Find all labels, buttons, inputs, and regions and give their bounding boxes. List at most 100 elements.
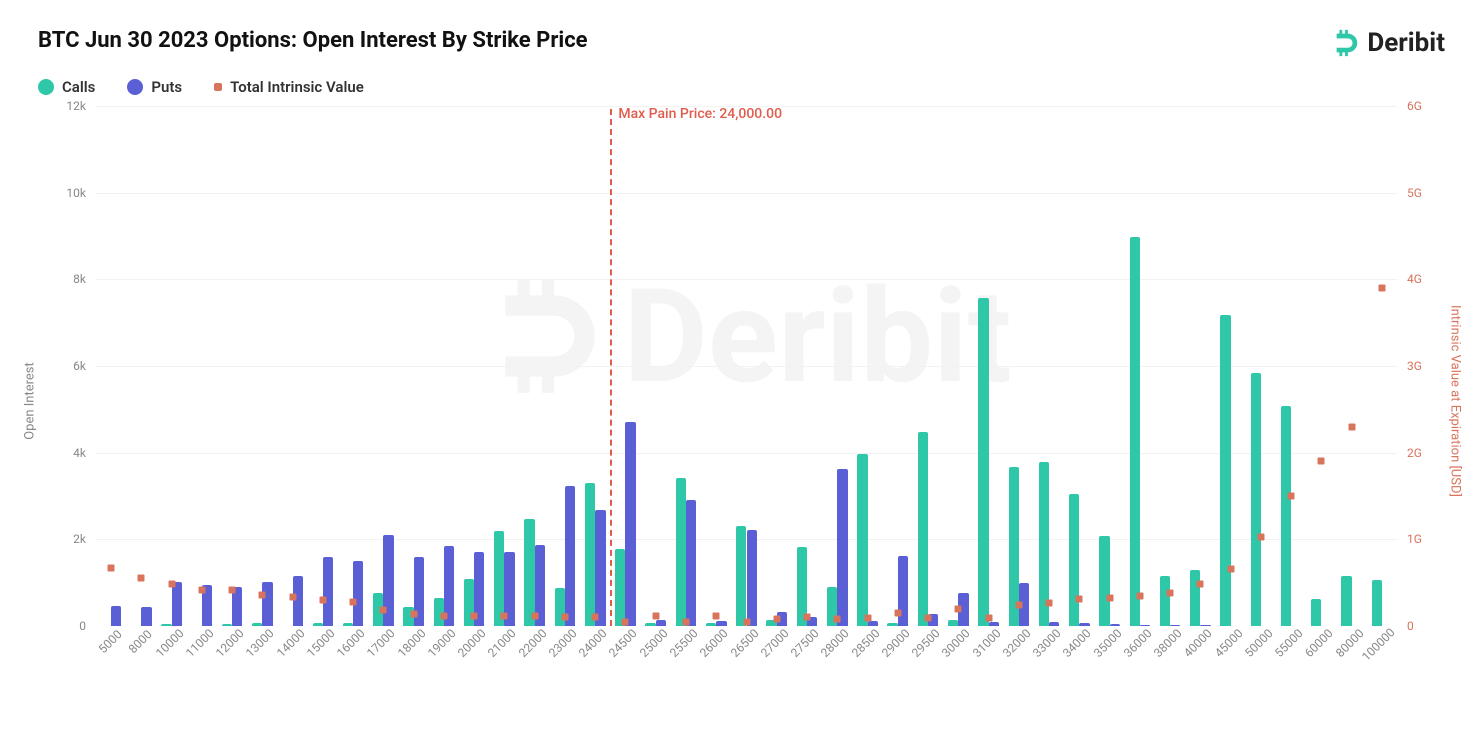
bar-calls[interactable]: [1220, 315, 1230, 626]
intrinsic-point[interactable]: [1257, 533, 1264, 540]
bar-puts[interactable]: [141, 607, 151, 626]
intrinsic-point[interactable]: [864, 615, 871, 622]
intrinsic-point[interactable]: [985, 615, 992, 622]
max-pain-label: Max Pain Price: 24,000.00: [618, 106, 782, 122]
bar-calls[interactable]: [736, 526, 746, 626]
bar-calls[interactable]: [252, 623, 262, 626]
intrinsic-point[interactable]: [773, 616, 780, 623]
intrinsic-point[interactable]: [108, 564, 115, 571]
bar-calls[interactable]: [1251, 373, 1261, 626]
x-tick-label: 60000: [1302, 626, 1336, 660]
bar-puts[interactable]: [747, 530, 757, 626]
bar-puts[interactable]: [1079, 623, 1089, 626]
x-tick-label: 36000: [1121, 626, 1155, 660]
bar-calls[interactable]: [978, 298, 988, 626]
bar-puts[interactable]: [262, 582, 272, 626]
plot-region[interactable]: Deribit 02k4k6k8k10k12k01G2G3G4G5G6G5000…: [96, 106, 1397, 626]
bar-calls[interactable]: [585, 483, 595, 626]
bar-calls[interactable]: [1341, 576, 1351, 626]
intrinsic-point[interactable]: [1378, 285, 1385, 292]
intrinsic-point[interactable]: [440, 612, 447, 619]
bar-puts[interactable]: [595, 510, 605, 626]
bar-calls[interactable]: [676, 478, 686, 626]
bar-calls[interactable]: [161, 624, 171, 626]
max-pain-line: [610, 109, 612, 626]
bar-calls[interactable]: [857, 454, 867, 626]
bar-calls[interactable]: [1130, 237, 1140, 626]
bar-calls[interactable]: [918, 432, 928, 626]
intrinsic-point[interactable]: [743, 618, 750, 625]
intrinsic-point[interactable]: [138, 575, 145, 582]
intrinsic-point[interactable]: [350, 598, 357, 605]
intrinsic-point[interactable]: [1318, 458, 1325, 465]
bar-puts[interactable]: [716, 621, 726, 626]
bar-calls[interactable]: [1281, 406, 1291, 626]
intrinsic-point[interactable]: [1106, 595, 1113, 602]
bar-puts[interactable]: [837, 469, 847, 626]
intrinsic-point[interactable]: [652, 612, 659, 619]
intrinsic-point[interactable]: [198, 586, 205, 593]
bar-calls[interactable]: [1160, 576, 1170, 626]
intrinsic-point[interactable]: [410, 610, 417, 617]
bar-puts[interactable]: [686, 500, 696, 626]
intrinsic-point[interactable]: [531, 613, 538, 620]
bar-calls[interactable]: [1190, 570, 1200, 626]
bar-calls[interactable]: [222, 624, 232, 626]
bar-calls[interactable]: [1372, 580, 1382, 626]
intrinsic-point[interactable]: [1136, 592, 1143, 599]
intrinsic-point[interactable]: [229, 586, 236, 593]
x-tick-label: 17000: [364, 626, 398, 660]
bar-calls[interactable]: [1311, 599, 1321, 626]
intrinsic-point[interactable]: [1348, 423, 1355, 430]
bar-calls[interactable]: [887, 623, 897, 626]
intrinsic-point[interactable]: [289, 593, 296, 600]
intrinsic-point[interactable]: [1288, 493, 1295, 500]
legend-item-calls[interactable]: Calls: [38, 78, 95, 96]
bar-puts[interactable]: [172, 582, 182, 626]
bar-puts[interactable]: [323, 557, 333, 626]
intrinsic-point[interactable]: [682, 618, 689, 625]
intrinsic-point[interactable]: [955, 605, 962, 612]
bar-calls[interactable]: [615, 549, 625, 626]
bar-calls[interactable]: [524, 519, 534, 626]
intrinsic-point[interactable]: [622, 618, 629, 625]
y-left-tick: 4k: [73, 446, 86, 460]
bar-calls[interactable]: [313, 623, 323, 626]
intrinsic-point[interactable]: [380, 607, 387, 614]
intrinsic-point[interactable]: [925, 615, 932, 622]
bar-puts[interactable]: [111, 606, 121, 626]
intrinsic-point[interactable]: [168, 581, 175, 588]
intrinsic-point[interactable]: [259, 591, 266, 598]
intrinsic-point[interactable]: [592, 614, 599, 621]
bar-puts[interactable]: [293, 576, 303, 626]
bar-calls[interactable]: [706, 623, 716, 626]
intrinsic-point[interactable]: [713, 613, 720, 620]
bar-calls[interactable]: [494, 531, 504, 626]
intrinsic-point[interactable]: [319, 597, 326, 604]
intrinsic-point[interactable]: [894, 610, 901, 617]
bar-calls[interactable]: [343, 623, 353, 626]
bar-calls[interactable]: [1069, 494, 1079, 626]
x-tick-label: 19000: [425, 626, 459, 660]
header: BTC Jun 30 2023 Options: Open Interest B…: [38, 28, 1445, 58]
bar-calls[interactable]: [1099, 536, 1109, 626]
y-right-tick: 2G: [1407, 446, 1422, 460]
intrinsic-point[interactable]: [1076, 596, 1083, 603]
intrinsic-point[interactable]: [1167, 590, 1174, 597]
intrinsic-point[interactable]: [834, 616, 841, 623]
intrinsic-point[interactable]: [1227, 565, 1234, 572]
bar-puts[interactable]: [353, 561, 363, 626]
legend-item-intrinsic[interactable]: Total Intrinsic Value: [214, 78, 364, 96]
intrinsic-point[interactable]: [1015, 602, 1022, 609]
bar-puts[interactable]: [565, 486, 575, 626]
bar-puts[interactable]: [625, 422, 635, 626]
legend-item-puts[interactable]: Puts: [127, 78, 182, 96]
intrinsic-point[interactable]: [804, 614, 811, 621]
intrinsic-point[interactable]: [561, 614, 568, 621]
intrinsic-point[interactable]: [501, 613, 508, 620]
bar-calls[interactable]: [645, 623, 655, 626]
intrinsic-point[interactable]: [1046, 600, 1053, 607]
intrinsic-point[interactable]: [471, 613, 478, 620]
intrinsic-point[interactable]: [1197, 580, 1204, 587]
bar-calls[interactable]: [948, 620, 958, 626]
